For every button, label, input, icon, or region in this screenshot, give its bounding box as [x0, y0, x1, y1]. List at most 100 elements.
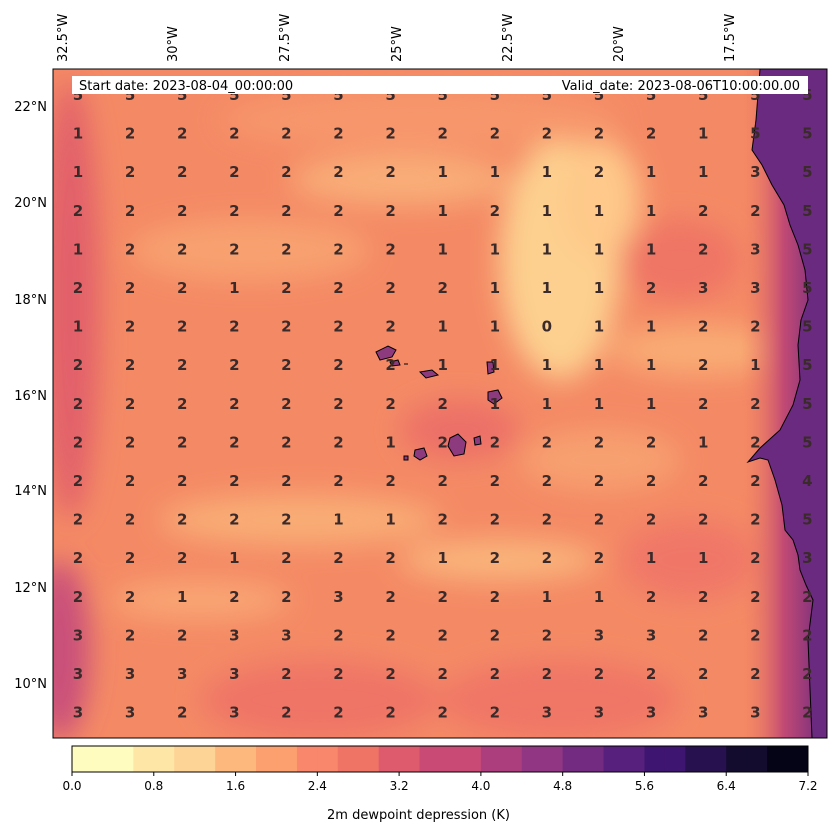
colorbar-segment [664, 746, 686, 772]
grid-value: 5 [594, 86, 604, 104]
grid-value: 5 [281, 86, 291, 104]
grid-value: 3 [281, 626, 291, 644]
grid-value: 5 [490, 86, 500, 104]
grid-value: 2 [385, 125, 395, 143]
grid-value: 1 [698, 433, 708, 451]
colorbar-tick-label: 0.0 [62, 779, 81, 793]
grid-value: 2 [490, 626, 500, 644]
grid-value: 2 [542, 433, 552, 451]
colorbar-segment [440, 746, 461, 772]
grid-value: 3 [73, 704, 83, 722]
grid-value: 5 [750, 86, 760, 104]
grid-value: 5 [802, 279, 812, 297]
grid-value: 2 [333, 626, 343, 644]
longitude-label: 32.5°W [56, 14, 71, 62]
grid-value: 2 [490, 665, 500, 683]
grid-value: 2 [177, 549, 187, 567]
grid-value: 2 [750, 395, 760, 413]
grid-value: 1 [594, 202, 604, 220]
grid-value: 2 [437, 395, 447, 413]
grid-value: 0 [542, 318, 552, 336]
grid-value: 5 [646, 86, 656, 104]
grid-value: 2 [594, 665, 604, 683]
grid-value: 2 [385, 626, 395, 644]
grid-value: 1 [698, 125, 708, 143]
colorbar-tick-label: 4.8 [553, 779, 572, 793]
grid-value: 4 [802, 472, 812, 490]
grid-value: 1 [646, 356, 656, 374]
grid-value: 2 [177, 202, 187, 220]
colorbar-segment [460, 746, 482, 772]
longitude-label: 20°W [612, 26, 627, 62]
colorbar-segment [603, 746, 625, 772]
longitude-labels: 32.5°W 30°W 27.5°W 25°W 22.5°W 20°W 17.5°W [56, 14, 738, 62]
grid-value: 2 [646, 472, 656, 490]
grid-value: 2 [177, 279, 187, 297]
grid-value: 2 [385, 279, 395, 297]
grid-value: 2 [229, 125, 239, 143]
valid-date-label: Valid_date: 2023-08-06T10:00:00.00 [562, 79, 800, 94]
grid-value: 2 [125, 318, 135, 336]
grid-value: 1 [490, 395, 500, 413]
grid-value: 2 [385, 704, 395, 722]
grid-value: 3 [125, 704, 135, 722]
grid-value: 5 [177, 86, 187, 104]
grid-value: 1 [490, 356, 500, 374]
grid-value: 3 [229, 626, 239, 644]
grid-value: 2 [750, 318, 760, 336]
colorbar-segment [235, 746, 257, 772]
colorbar-segment [501, 746, 523, 772]
grid-value: 3 [750, 240, 760, 258]
grid-value-labels: 5 5 5 5 5 5 5 5 5 5 5 5 5 5 5 1 2 2 2 2 2 2 2 2 2 2 2 1 5 5 1 2 2 2 2 2 2 1 1 1… [73, 86, 813, 722]
grid-value: 2 [281, 472, 291, 490]
colorbar-tick-label: 3.2 [390, 779, 409, 793]
grid-value: 5 [802, 433, 812, 451]
colorbar-tick-label: 6.4 [717, 779, 736, 793]
grid-value: 1 [542, 395, 552, 413]
grid-value: 2 [750, 472, 760, 490]
grid-value: 2 [73, 472, 83, 490]
colorbar-segment [480, 746, 502, 772]
grid-value: 1 [73, 125, 83, 143]
grid-value: 2 [125, 626, 135, 644]
grid-value: 2 [177, 163, 187, 181]
grid-value: 2 [490, 549, 500, 567]
grid-value: 2 [177, 240, 187, 258]
colorbar-tick-label: 2.4 [308, 779, 327, 793]
grid-value: 2 [698, 202, 708, 220]
grid-value: 2 [646, 511, 656, 529]
grid-value: 1 [750, 356, 760, 374]
grid-value: 2 [281, 318, 291, 336]
grid-value: 2 [333, 318, 343, 336]
grid-value: 2 [73, 356, 83, 374]
grid-value: 2 [333, 240, 343, 258]
grid-value: 2 [333, 472, 343, 490]
colorbar-segment [337, 746, 359, 772]
grid-value: 2 [698, 356, 708, 374]
grid-value: 1 [437, 549, 447, 567]
grid-value: 2 [542, 511, 552, 529]
grid-value: 2 [698, 318, 708, 336]
grid-value: 2 [177, 433, 187, 451]
grid-value: 2 [333, 665, 343, 683]
grid-value: 2 [125, 588, 135, 606]
grid-value: 2 [177, 356, 187, 374]
grid-value: 2 [750, 549, 760, 567]
grid-value: 2 [125, 240, 135, 258]
latitude-label: 14°N [14, 484, 47, 499]
grid-value: 1 [490, 318, 500, 336]
grid-value: 2 [73, 549, 83, 567]
grid-value: 1 [385, 511, 395, 529]
grid-value: 1 [490, 240, 500, 258]
grid-value: 2 [125, 472, 135, 490]
grid-value: 2 [802, 626, 812, 644]
grid-value: 2 [281, 665, 291, 683]
grid-value: 3 [698, 704, 708, 722]
grid-value: 2 [385, 163, 395, 181]
colorbar-segment [685, 746, 707, 772]
grid-value: 2 [750, 511, 760, 529]
grid-value: 2 [125, 433, 135, 451]
grid-value: 2 [385, 318, 395, 336]
colorbar-segment [133, 746, 155, 772]
colorbar: 0.0 0.8 1.6 2.4 3.2 4.0 4.8 5.6 6.4 7.2 [62, 745, 818, 793]
